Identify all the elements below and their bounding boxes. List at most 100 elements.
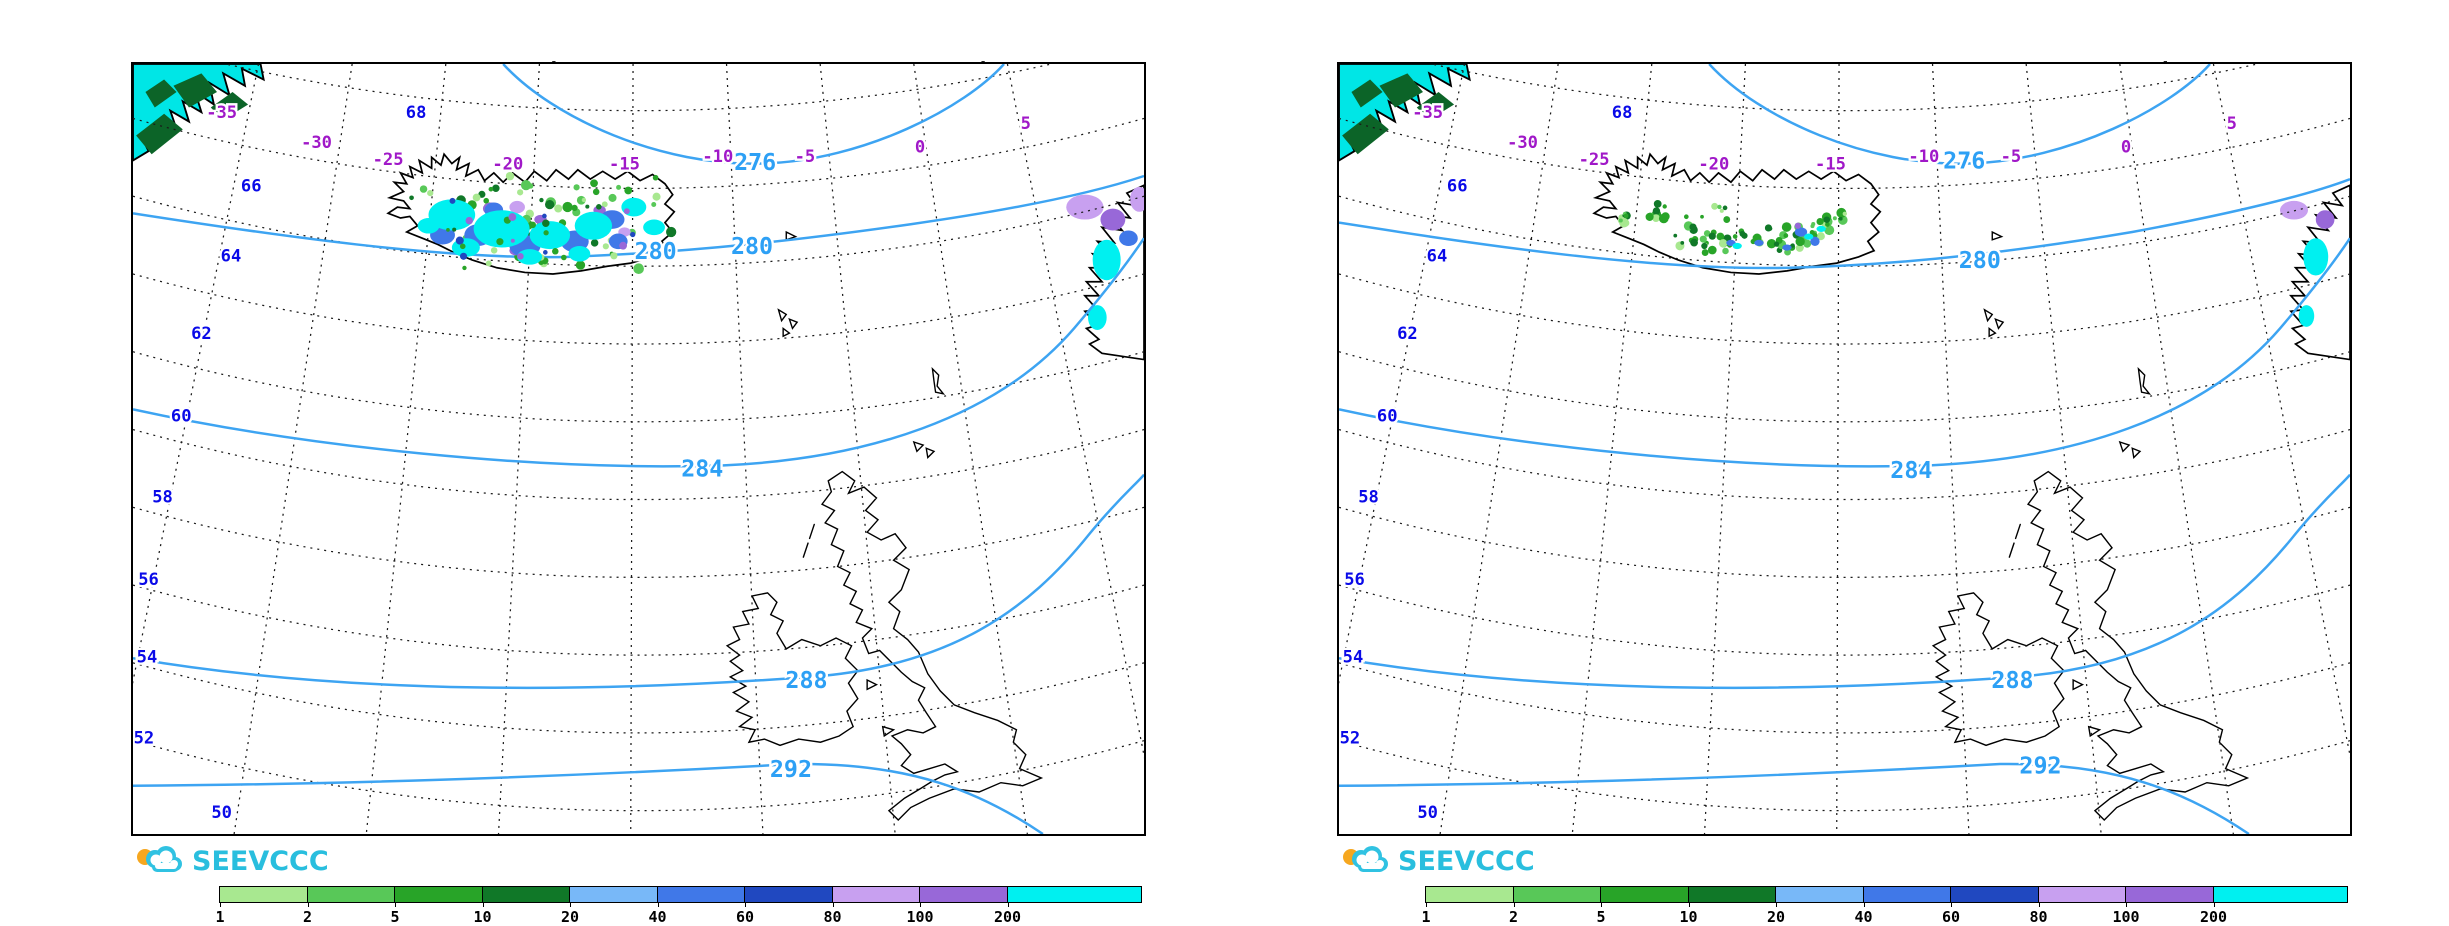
svg-text:-15: -15 — [609, 155, 640, 175]
legend-cell — [1513, 887, 1601, 902]
legend-tick-label: 60 — [1941, 908, 1961, 926]
logo-cloud-icon — [1343, 846, 1388, 872]
snow-legend: 1 2 5 10 20 40 60 80 100 200 — [1421, 886, 2348, 926]
svg-text:288: 288 — [785, 666, 827, 694]
svg-text:276: 276 — [734, 148, 776, 176]
panel-ecmwf: ECMWF forecast: Snow height [cm] and 700… — [0, 0, 1224, 925]
svg-text:-20: -20 — [1698, 155, 1729, 175]
legend-tick-label: 100 — [906, 908, 934, 926]
legend-tick-label: 20 — [1766, 908, 1786, 926]
legend-tick-label: 100 — [2112, 908, 2140, 926]
svg-text:-10: -10 — [1908, 147, 1939, 167]
panel-dream8: DREAM8-Iceland: Accumulated snow (cm) an… — [1225, 0, 2449, 925]
legend-cell — [220, 887, 308, 902]
legend-cell — [1007, 887, 1141, 902]
upper-level-labels: -35 -30 -25 -20 -15 -10 -5 0 5 — [1410, 101, 2239, 177]
svg-text:-35: -35 — [1412, 103, 1443, 123]
greenland-landmass — [1339, 64, 1471, 162]
svg-text:280: 280 — [635, 237, 677, 265]
legend-tick-label: 5 — [1596, 908, 1606, 926]
svg-text:280: 280 — [731, 232, 773, 260]
greenland-landmass — [133, 64, 265, 162]
svg-text:58: 58 — [1358, 487, 1379, 507]
forecast-map: 276 280 284 288 292 -35 -30 -25 -20 -15 -10 -5 0 5 68 6… — [1337, 62, 2352, 836]
legend-cell — [482, 887, 570, 902]
svg-text:52: 52 — [1340, 729, 1361, 749]
latitude-labels: 68 66 64 62 60 58 56 54 52 50 — [1339, 101, 1635, 826]
logo-cloud-icon — [137, 846, 182, 872]
svg-text:284: 284 — [681, 455, 723, 483]
svg-text:288: 288 — [1991, 666, 2033, 694]
legend-tick — [832, 903, 834, 907]
contour-labels: 276 280 284 288 292 — [1888, 144, 2064, 782]
svg-text:-20: -20 — [492, 155, 523, 175]
legend-tick — [395, 903, 396, 907]
legend-cell — [570, 887, 658, 902]
legend-tick-label: 5 — [390, 908, 400, 926]
norway-coast — [2280, 184, 2350, 361]
ireland-coastline — [1931, 592, 2065, 747]
legend-tick-label: 200 — [2199, 908, 2228, 926]
legend-cell — [920, 887, 1008, 902]
svg-text:64: 64 — [1427, 246, 1448, 266]
svg-text:-30: -30 — [301, 133, 332, 153]
seevccc-logo: SEEVCCC — [1339, 842, 1535, 880]
svg-text:-5: -5 — [2001, 147, 2022, 167]
legend-cell — [832, 887, 920, 902]
geopotential-contours — [133, 64, 1144, 834]
legend-tick-label: 2 — [302, 908, 313, 926]
legend-tick-label: 80 — [823, 908, 842, 926]
svg-text:56: 56 — [1344, 570, 1365, 590]
svg-text:-30: -30 — [1507, 133, 1538, 153]
small-islands — [777, 230, 946, 738]
svg-text:64: 64 — [221, 246, 242, 266]
svg-text:-25: -25 — [373, 150, 404, 170]
legend-labels: 1 2 5 10 20 40 60 80 100 200 — [215, 908, 1142, 926]
ireland-coastline — [725, 592, 859, 747]
legend-cell — [395, 887, 483, 902]
legend-tick — [1688, 903, 1690, 907]
svg-text:54: 54 — [137, 648, 158, 668]
norway-coast — [1066, 184, 1144, 361]
svg-text:50: 50 — [211, 803, 232, 823]
svg-text:292: 292 — [2019, 752, 2061, 780]
logo-text: SEEVCCC — [192, 845, 329, 877]
svg-text:68: 68 — [406, 103, 427, 123]
svg-text:284: 284 — [1890, 456, 1932, 484]
svg-text:-10: -10 — [702, 147, 733, 167]
svg-text:68: 68 — [1612, 103, 1633, 123]
legend-cell — [2126, 887, 2214, 902]
legend-cell — [2038, 887, 2126, 902]
legend-cell — [307, 887, 395, 902]
legend-tick — [1426, 903, 1427, 907]
svg-text:-5: -5 — [795, 147, 816, 167]
svg-text:292: 292 — [770, 755, 812, 783]
svg-text:62: 62 — [191, 324, 212, 344]
legend-tick — [307, 903, 309, 907]
legend-cell — [1426, 887, 1514, 902]
legend-cell — [1776, 887, 1864, 902]
legend-tick — [657, 903, 659, 907]
svg-text:52: 52 — [134, 729, 155, 749]
legend-tick — [1776, 903, 1777, 907]
legend-tick-label: 2 — [1508, 908, 1519, 926]
legend-tick — [570, 903, 571, 907]
legend-tick — [2038, 903, 2040, 907]
snow-field — [409, 171, 677, 275]
legend-tick-label: 10 — [473, 908, 492, 926]
legend-cell — [2213, 887, 2347, 902]
legend-cell — [745, 887, 833, 902]
snow-legend: 1 2 5 10 20 40 60 80 100 200 — [215, 886, 1142, 926]
legend-tick-label: 1 — [215, 908, 225, 926]
svg-text:-25: -25 — [1579, 150, 1610, 170]
legend-tick-label: 40 — [1854, 908, 1873, 926]
legend-cell — [1688, 887, 1776, 902]
svg-text:58: 58 — [152, 487, 173, 507]
legend-tick-label: 60 — [735, 908, 755, 926]
svg-text:66: 66 — [241, 176, 262, 196]
great-britain-coastline — [2026, 470, 2250, 821]
small-islands — [1983, 230, 2152, 738]
legend-tick — [2213, 903, 2215, 907]
svg-text:5: 5 — [1021, 114, 1031, 134]
forecast-map: 276 280 280 284 288 292 -35 -30 -25 -20 -15 -10 -5 0 5… — [131, 62, 1146, 836]
